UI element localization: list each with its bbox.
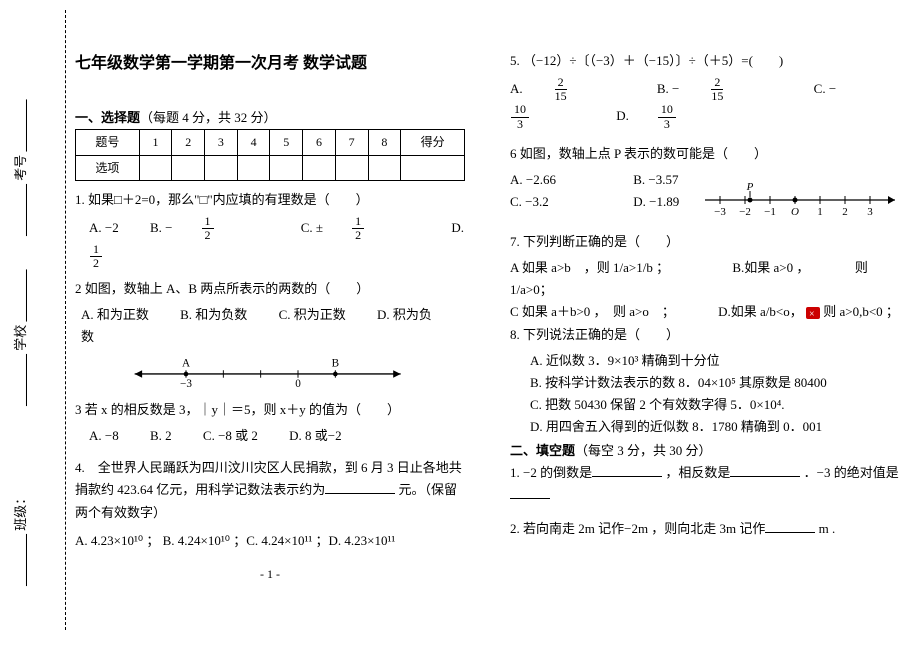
svg-text:−2: −2 <box>739 206 751 218</box>
q3-text: 3 若 x 的相反数是 3，｜y｜＝5，则 x＋y 的值为（ ） <box>75 399 465 421</box>
answer-table: 题号 1 2 3 4 5 6 7 8 得分 选项 <box>75 129 465 181</box>
right-column: 5. （−12）÷〔（−3）＋（−15）〕÷（＋5）=( ) A.215 B. … <box>510 50 900 632</box>
fill2: 2. 若向南走 2m 记作−2m ，则向北走 3m 记作 m . <box>510 518 900 540</box>
fill1: 1. −2 的倒数是 ，相反数是 ．−3 的绝对值是 <box>510 462 900 506</box>
q7-line1: A 如果 a>b ，则 1/a>1/b ； B.如果 a>0 ， 则 1/a>0… <box>510 257 900 301</box>
margin-label-school: 学校 <box>13 325 28 351</box>
q3-choices: A. −8 B. 2 C. −8 或 2 D. 8 或−2 <box>89 425 465 447</box>
q8-D: D. 用四舍五入得到的近似数 8．1780 精确到 0．001 <box>530 416 900 438</box>
margin-label-class: 班级： <box>13 492 28 531</box>
margin-underline-2: ________ <box>13 99 28 151</box>
q1-text: 1. 如果□＋2=0，那么"□"内应填的有理数是（ ） <box>75 189 465 211</box>
section1-head: 一、选择题（每题 4 分，共 32 分） <box>75 107 465 129</box>
q8-B: B. 按科学计数法表示的数 8．04×10⁵ 其原数是 80400 <box>530 372 900 394</box>
q5-text: 5. （−12）÷〔（−3）＋（−15）〕÷（＋5）=( ) <box>510 50 900 72</box>
page-footer: - 1 - <box>75 564 465 584</box>
q8-A: A. 近似数 3．9×10³ 精确到十分位 <box>530 350 900 372</box>
svg-text:O: O <box>791 206 799 218</box>
svg-text:0: 0 <box>295 378 301 390</box>
margin-underline-3: ________ <box>13 354 28 406</box>
svg-text:3: 3 <box>867 206 873 218</box>
q2-number-line: A B −3 0 <box>130 356 410 391</box>
q6-number-line: P −3 −2 −1 O 1 2 3 <box>700 175 900 225</box>
q2-choices: A. 和为正数 B. 和为负数 C. 积为正数 D. 积为负数 <box>81 304 465 348</box>
q6-text: 6 如图，数轴上点 P 表示的数可能是（ ） <box>510 143 900 165</box>
q1-choices: A. −2 B. −12 C. ±12 D. 12 <box>89 215 465 270</box>
margin-labels: ________ 考号 ________ ________ 学校 _______… <box>10 25 50 635</box>
svg-text:−3: −3 <box>180 378 192 390</box>
axis-label-A: A <box>182 358 190 370</box>
q4-text: 4. 全世界人民踊跃为四川汶川灾区人民捐款，到 6 月 3 日止各地共捐款约 4… <box>75 457 465 523</box>
content-area: 七年级数学第一学期第一次月考 数学试题 一、选择题（每题 4 分，共 32 分）… <box>75 50 900 632</box>
margin-label-kaohao: 考号 <box>13 155 28 181</box>
svg-text:1: 1 <box>817 206 823 218</box>
q8-text: 8. 下列说法正确的是（ ） <box>510 324 900 346</box>
q2-text: 2 如图，数轴上 A、B 两点所表示的两数的（ ） <box>75 278 465 300</box>
page-title: 七年级数学第一学期第一次月考 数学试题 <box>75 50 465 77</box>
axis-label-B: B <box>332 358 339 370</box>
section2-head: 二、填空题（每空 3 分，共 30 分） <box>510 440 900 462</box>
q7-text: 7. 下列判断正确的是（ ） <box>510 231 900 253</box>
svg-text:−1: −1 <box>764 206 776 218</box>
left-column: 七年级数学第一学期第一次月考 数学试题 一、选择题（每题 4 分，共 32 分）… <box>75 50 465 632</box>
margin-underline: ________ <box>13 184 28 236</box>
q8-C: C. 把数 50430 保留 2 个有效数字得 5．0×10⁴. <box>530 394 900 416</box>
svg-text:−3: −3 <box>714 206 726 218</box>
q7-line2: C 如果 a＋b>0 ， 则 a>o ； D.如果 a/b<o， 则 a>0,b… <box>510 301 900 323</box>
q4-choices: A. 4.23×10¹⁰ ； B. 4.24×10¹⁰ ；C. 4.24×10¹… <box>75 530 465 552</box>
svg-text:2: 2 <box>842 206 848 218</box>
q5-choices: A.215 B. −215 C. −103 D.103 <box>510 76 900 131</box>
margin-underline-5: ________ <box>13 534 28 586</box>
error-icon <box>806 307 820 319</box>
margin-underline-4: ________ <box>13 269 28 321</box>
